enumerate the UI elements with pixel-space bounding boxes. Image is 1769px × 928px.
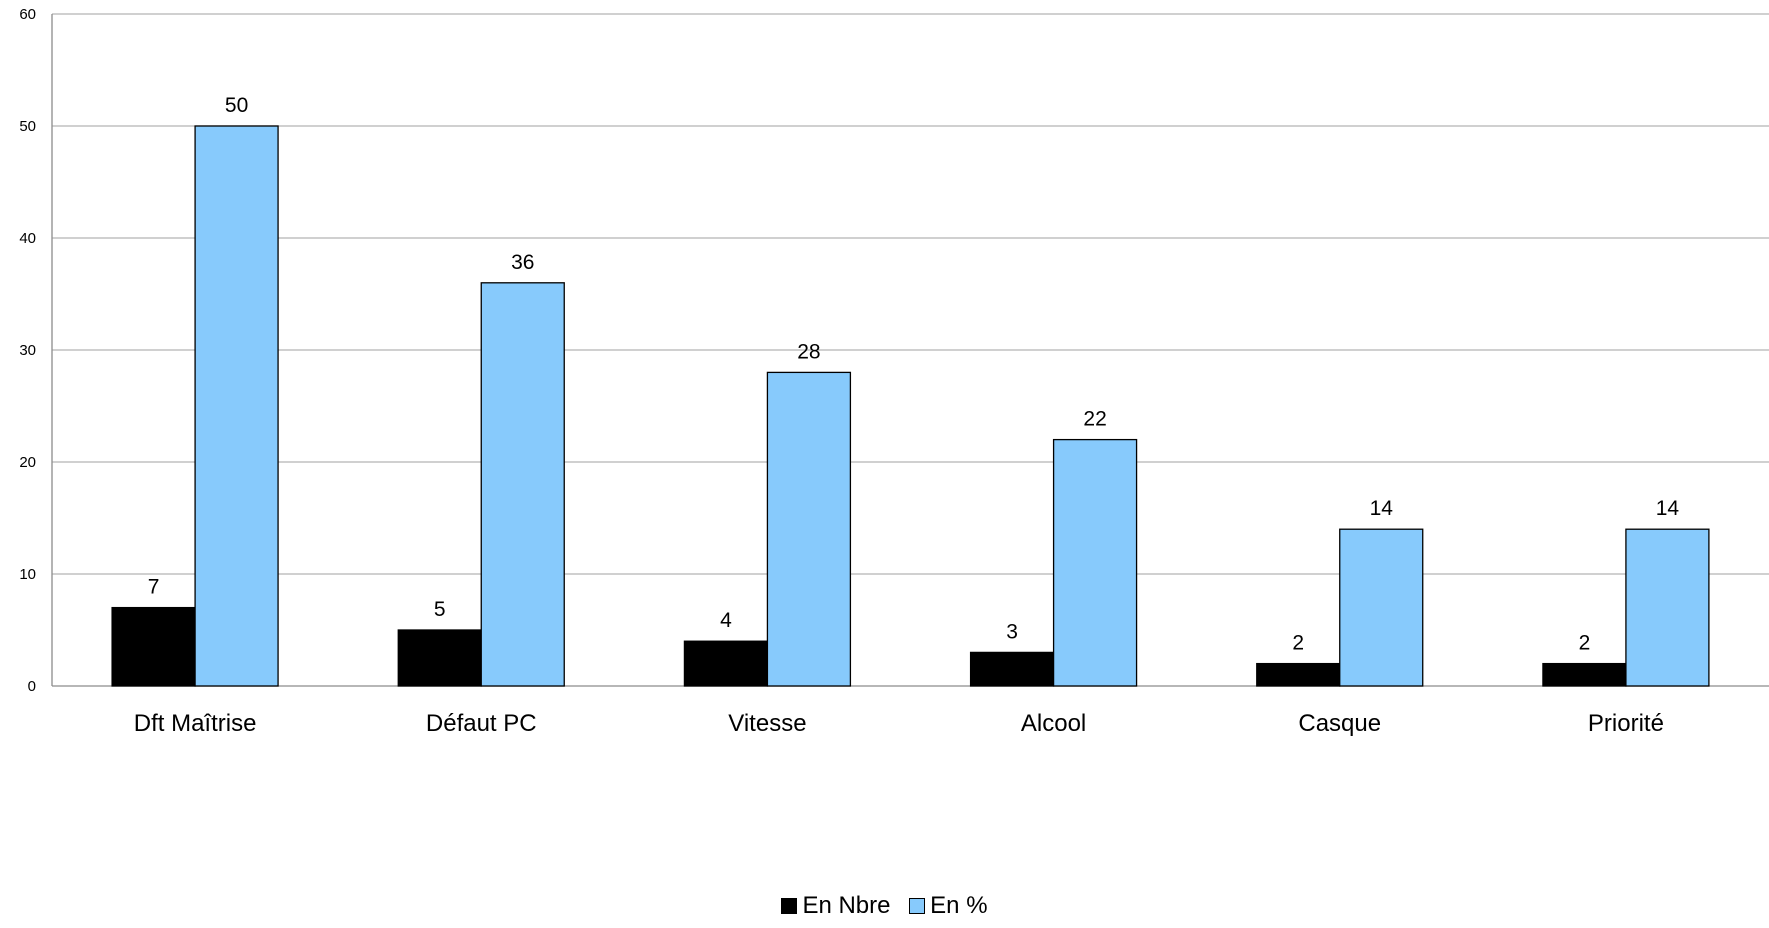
bar-en-pct-3 (1052, 438, 1138, 687)
legend-label-en-nbre: En Nbre (802, 892, 891, 919)
data-label-en-pct-4: 14 (1370, 497, 1394, 520)
x-category-label-0: Dft Maîtrise (134, 710, 257, 737)
legend-item-en-nbre: En Nbre (781, 892, 891, 920)
y-tick-label-40: 40 (19, 230, 36, 247)
bar-en-nbre-2 (683, 640, 769, 687)
data-label-en-pct-0: 50 (225, 94, 248, 117)
x-category-label-5: Priorité (1588, 710, 1664, 737)
data-label-en-nbre-3: 3 (1006, 620, 1018, 643)
bar-en-nbre-0 (111, 606, 196, 687)
data-label-en-nbre-4: 2 (1292, 632, 1304, 655)
bar-en-nbre-1 (397, 629, 482, 687)
bar-en-nbre-4 (1256, 662, 1341, 687)
x-category-label-4: Casque (1298, 710, 1381, 737)
y-tick-label-30: 30 (19, 342, 36, 359)
bar-en-nbre-3 (969, 651, 1055, 687)
data-label-en-pct-2: 28 (797, 340, 820, 363)
bar-en-pct-2 (766, 371, 852, 687)
bar-en-pct-0 (194, 125, 279, 687)
data-label-en-pct-3: 22 (1083, 408, 1106, 431)
y-tick-label-10: 10 (19, 566, 36, 583)
y-tick-label-60: 60 (19, 6, 36, 23)
bar-en-nbre-5 (1542, 662, 1627, 687)
x-category-label-1: Défaut PC (426, 710, 537, 737)
y-tick-label-20: 20 (19, 454, 36, 471)
legend: En Nbre En % (0, 892, 1769, 921)
y-tick-label-50: 50 (19, 118, 36, 135)
x-category-label-2: Vitesse (728, 710, 806, 737)
bar-en-pct-5 (1625, 528, 1710, 687)
legend-swatch-en-pct (909, 898, 926, 914)
data-label-en-pct-1: 36 (511, 251, 534, 274)
data-label-en-nbre-5: 2 (1579, 632, 1591, 655)
data-label-en-nbre-0: 7 (148, 576, 160, 599)
x-category-label-3: Alcool (1021, 710, 1086, 737)
legend-label-en-pct: En % (930, 892, 988, 919)
legend-item-en-pct: En % (909, 892, 988, 920)
legend-swatch-en-nbre (781, 898, 798, 914)
data-label-en-pct-5: 14 (1656, 497, 1680, 520)
data-label-en-nbre-1: 5 (434, 598, 446, 621)
data-label-en-nbre-2: 4 (720, 609, 732, 632)
y-tick-label-0: 0 (28, 678, 36, 695)
bar-chart: 0 10 20 30 40 50 60 7 50 Dft Maîtrise 5 36 Défaut PC… (19, 6, 1769, 737)
bar-en-pct-1 (480, 282, 565, 687)
bar-en-pct-4 (1339, 528, 1424, 687)
